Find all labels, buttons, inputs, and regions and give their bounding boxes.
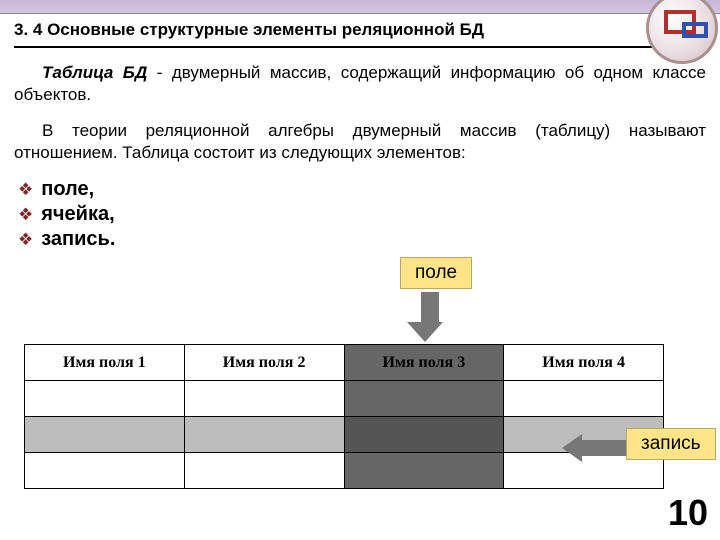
slide-content: 3. 4 Основные структурные элементы реляц…: [0, 14, 720, 251]
table-cell: [184, 381, 344, 417]
list-item: ❖ ячейка,: [14, 203, 706, 226]
bullet-label: запись.: [41, 228, 115, 251]
bullet-marker-icon: ❖: [18, 206, 33, 223]
table-row: [25, 381, 664, 417]
table-cell-row-highlight: [184, 417, 344, 453]
record-label-callout: запись: [626, 428, 716, 460]
heading: 3. 4 Основные структурные элементы реляц…: [14, 20, 706, 48]
column-header: Имя поля 1: [25, 345, 185, 381]
table-cell-col-highlight: [344, 453, 504, 489]
bullet-label: поле,: [41, 178, 94, 201]
db-structure-table: Имя поля 1 Имя поля 2 Имя поля 3 Имя пол…: [24, 344, 664, 489]
table-cell: [184, 453, 344, 489]
column-header: Имя поля 2: [184, 345, 344, 381]
list-item: ❖ запись.: [14, 228, 706, 251]
bullet-marker-icon: ❖: [18, 181, 33, 198]
table-cell-intersection: [344, 417, 504, 453]
table-row: Имя поля 1 Имя поля 2 Имя поля 3 Имя пол…: [25, 345, 664, 381]
logo-corner: [630, 0, 714, 56]
top-decorative-bar: [0, 0, 720, 14]
table-cell: [25, 381, 185, 417]
bullet-marker-icon: ❖: [18, 231, 33, 248]
page-number: 10: [668, 492, 708, 534]
column-header: Имя поля 4: [504, 345, 664, 381]
table-cell-row-highlight: [25, 417, 185, 453]
logo-blue-square-icon: [682, 22, 708, 38]
field-label-callout: поле: [400, 257, 472, 289]
bullet-list: ❖ поле, ❖ ячейка, ❖ запись.: [14, 178, 706, 251]
paragraph-definition: Таблица БД - двумерный массив, содержащи…: [14, 62, 706, 106]
table-cell: [25, 453, 185, 489]
bullet-label: ячейка,: [41, 203, 114, 226]
table-cell-col-highlight: [344, 381, 504, 417]
arrow-down-icon: [416, 292, 443, 342]
table-cell: [504, 381, 664, 417]
arrow-left-icon: [562, 434, 626, 462]
list-item: ❖ поле,: [14, 178, 706, 201]
paragraph-theory: В теории реляционной алгебры двумерный м…: [14, 120, 706, 164]
column-header-highlighted: Имя поля 3: [344, 345, 504, 381]
